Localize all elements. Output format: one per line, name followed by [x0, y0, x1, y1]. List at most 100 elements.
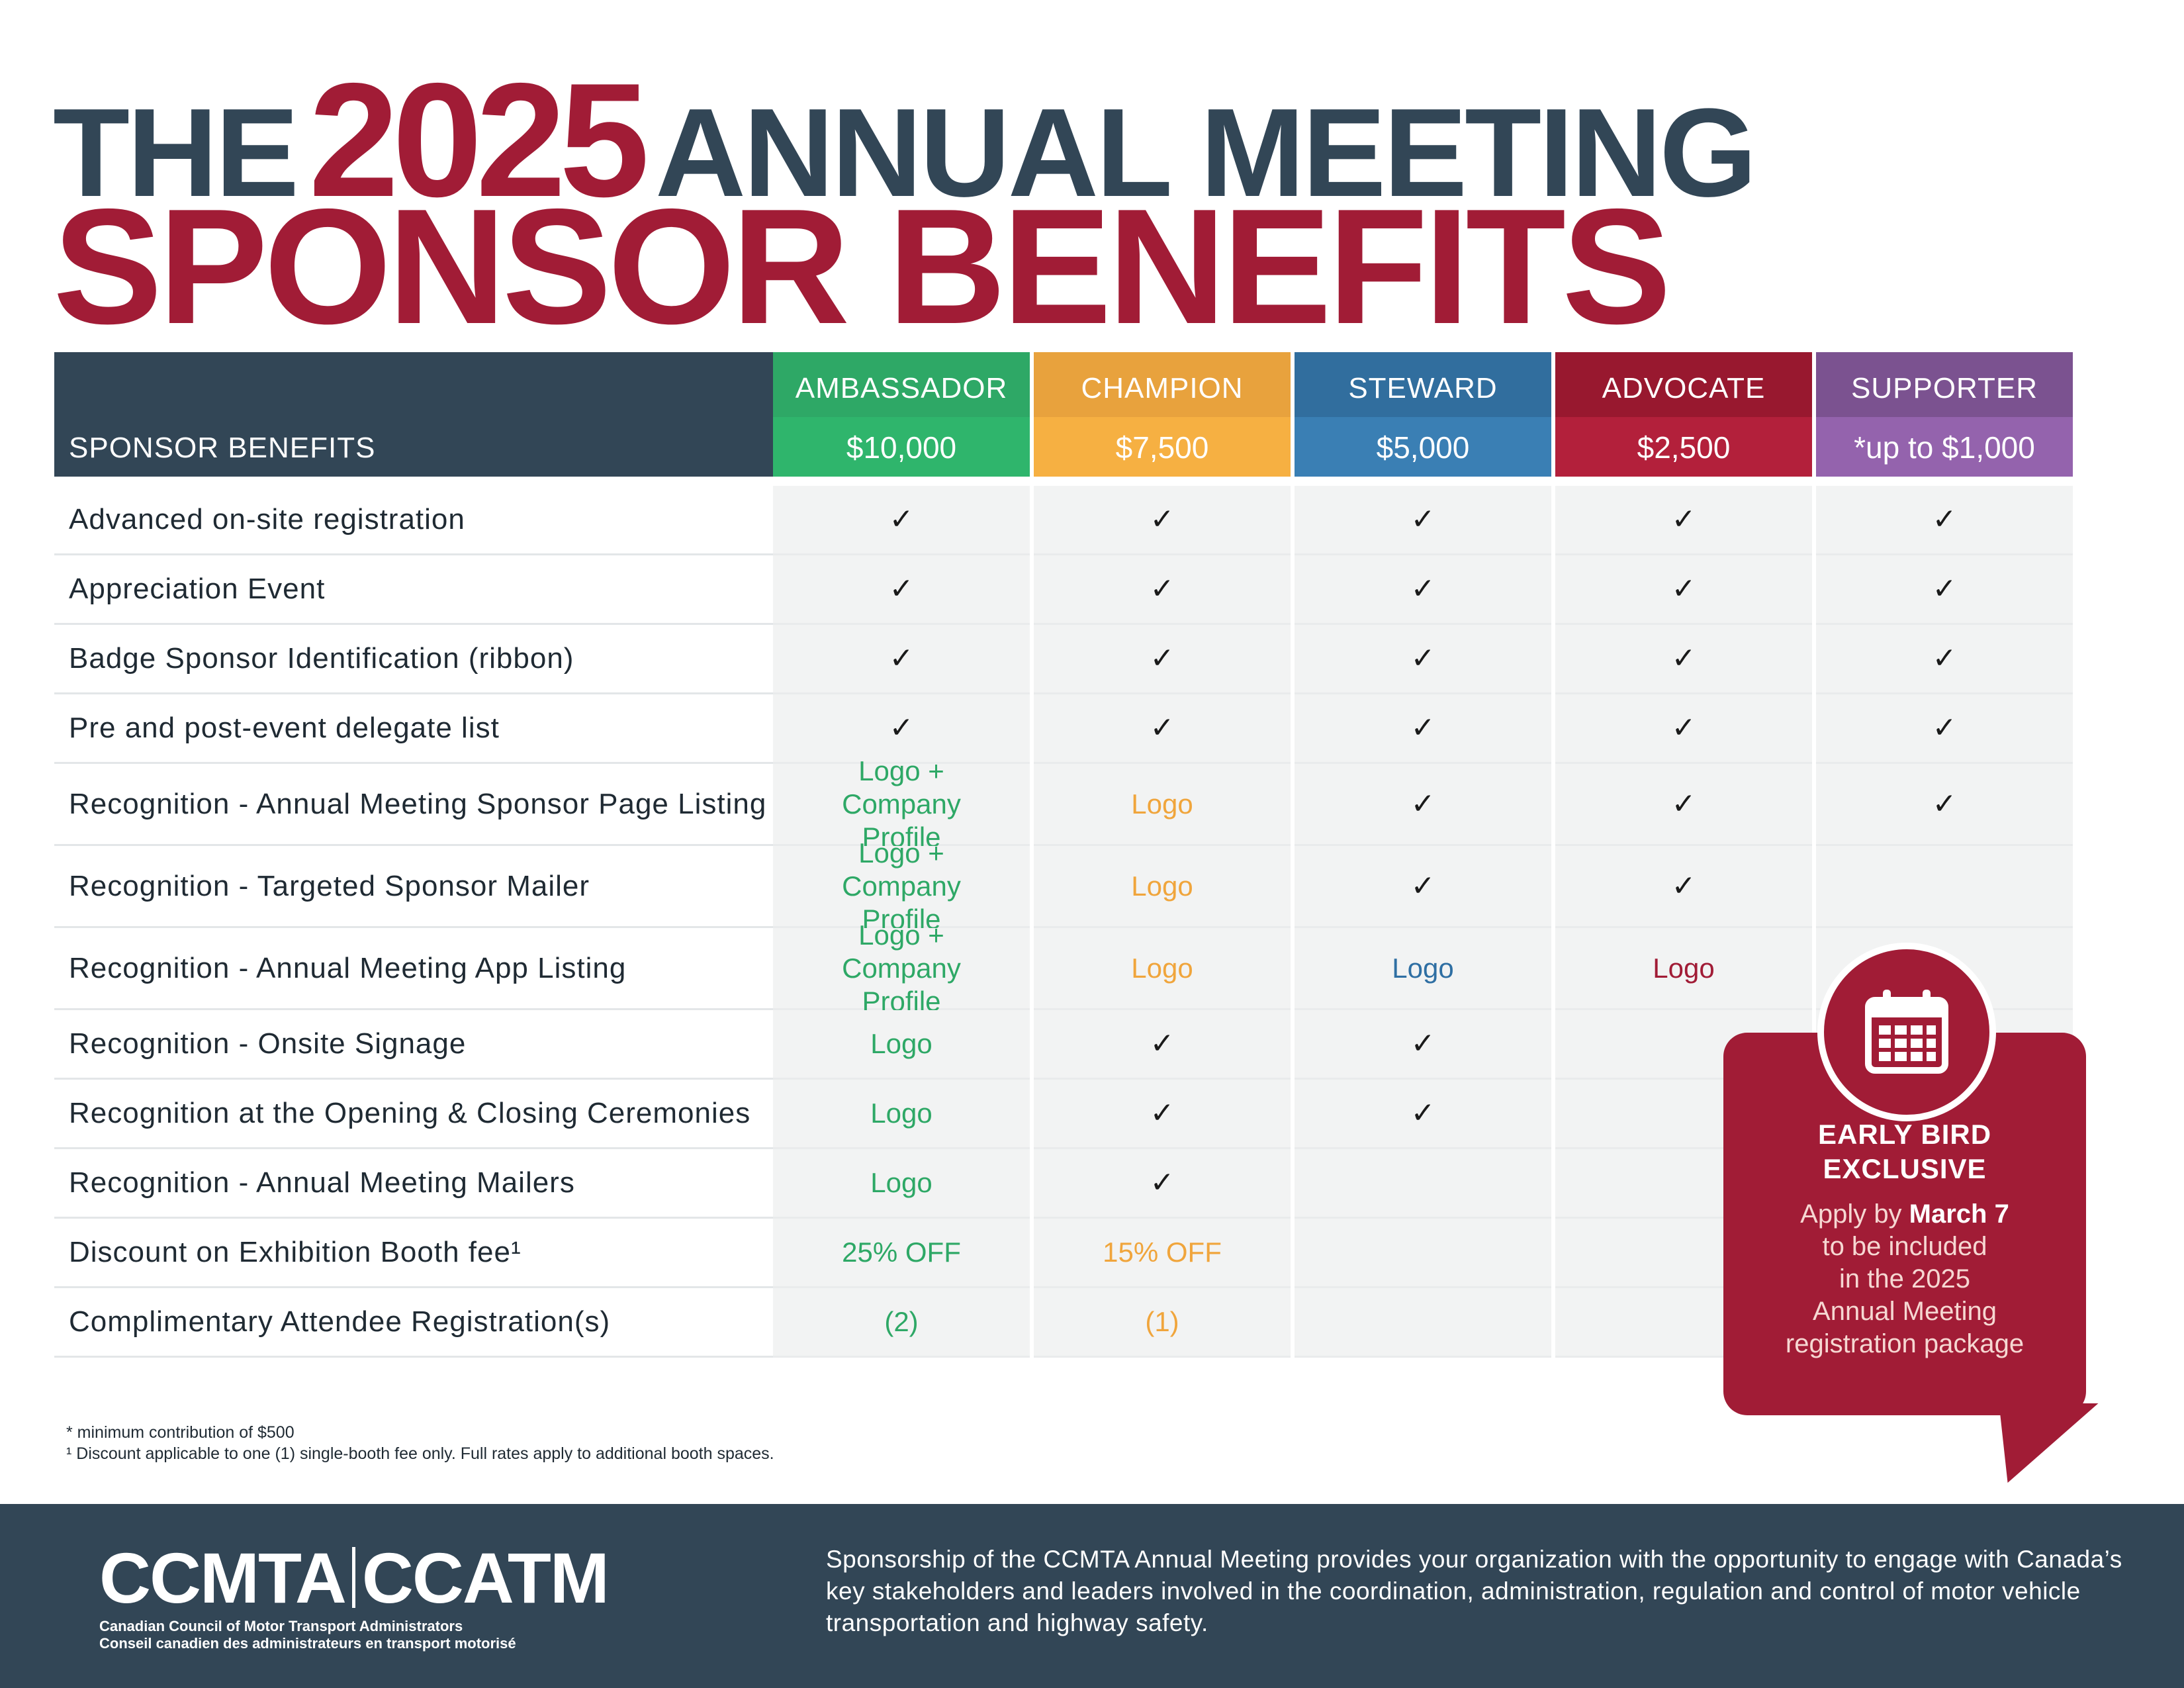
table-header-label: SPONSOR BENEFITS: [69, 432, 376, 464]
benefit-label: Appreciation Event: [54, 555, 822, 625]
tier-price: *up to $1,000: [1816, 417, 2073, 477]
checkmark-icon: ✓: [889, 641, 914, 675]
benefit-cell-champion: ✓: [1034, 1149, 1291, 1219]
benefit-cell-steward: ✓: [1295, 764, 1551, 846]
checkmark-icon: ✓: [1671, 868, 1696, 903]
checkmark-icon: ✓: [1932, 572, 1957, 606]
footnote-discount: ¹ Discount applicable to one (1) single-…: [66, 1444, 774, 1463]
benefit-cell-supporter: ✓: [1816, 625, 2073, 694]
benefit-value: Logo: [870, 1167, 933, 1198]
benefit-label: Recognition at the Opening & Closing Cer…: [54, 1080, 822, 1149]
benefit-cell-supporter: ✓: [1816, 694, 2073, 764]
tier-price: $5,000: [1295, 417, 1551, 477]
checkmark-icon: ✓: [1671, 711, 1696, 745]
benefit-value: Logo: [870, 1028, 933, 1059]
benefit-cell-ambassador: Logo: [773, 1010, 1030, 1080]
table-row: Recognition - Annual Meeting App Listing…: [54, 919, 2127, 1017]
tier-header-advocate: ADVOCATE $2,500: [1555, 352, 1812, 477]
checkmark-icon: ✓: [1150, 641, 1175, 675]
checkmark-icon: ✓: [889, 572, 914, 606]
benefit-cell-champion: Logo: [1034, 764, 1291, 846]
benefit-cell-advocate: ✓: [1555, 846, 1812, 928]
benefit-cell-champion: ✓: [1034, 486, 1291, 555]
benefit-label: Badge Sponsor Identification (ribbon): [54, 625, 822, 694]
checkmark-icon: ✓: [1671, 572, 1696, 606]
early-bird-text: Apply by March 7 to be included in the 2…: [1785, 1199, 2025, 1358]
benefit-value: Logo: [1653, 952, 1715, 984]
benefit-label: Recognition - Annual Meeting Sponsor Pag…: [54, 764, 822, 846]
table-row: Complimentary Attendee Registration(s) (2…: [54, 1288, 2127, 1358]
benefit-cell-advocate: Logo: [1555, 928, 1812, 1010]
benefit-cell-ambassador: Logo + Company Profile: [773, 755, 1030, 853]
tier-header-supporter: SUPPORTER *up to $1,000: [1816, 352, 2073, 477]
checkmark-icon: ✓: [1671, 786, 1696, 821]
benefit-cell-steward: [1295, 1149, 1551, 1219]
benefit-cell-supporter: ✓: [1816, 486, 2073, 555]
benefit-value: Logo + Company Profile: [842, 837, 961, 935]
checkmark-icon: ✓: [1410, 711, 1435, 745]
benefit-cell-champion: ✓: [1034, 694, 1291, 764]
benefit-label: Recognition - Annual Meeting Mailers: [54, 1149, 822, 1219]
tier-price: $2,500: [1555, 417, 1812, 477]
benefit-cell-steward: ✓: [1295, 846, 1551, 928]
calendar-icon: [1817, 943, 1996, 1121]
benefit-cell-advocate: ✓: [1555, 764, 1812, 846]
benefit-label: Pre and post-event delegate list: [54, 694, 822, 764]
checkmark-icon: ✓: [1410, 641, 1435, 675]
checkmark-icon: ✓: [1410, 868, 1435, 903]
tier-name: STEWARD: [1295, 352, 1551, 417]
benefit-cell-ambassador: ✓: [773, 486, 1030, 555]
benefit-cell-ambassador: ✓: [773, 555, 1030, 625]
table-row: Recognition - Annual Meeting Sponsor Pag…: [54, 755, 2127, 853]
checkmark-icon: ✓: [1150, 1166, 1175, 1199]
benefit-cell-champion: ✓: [1034, 1080, 1291, 1149]
checkmark-icon: ✓: [1671, 502, 1696, 536]
benefit-value: (2): [884, 1306, 919, 1337]
tier-header-steward: STEWARD $5,000: [1295, 352, 1551, 477]
benefit-label: Recognition - Targeted Sponsor Mailer: [54, 846, 822, 928]
tier-price: $7,500: [1034, 417, 1291, 477]
benefit-cell-steward: Logo: [1295, 928, 1551, 1010]
benefit-label: Recognition - Annual Meeting App Listing: [54, 928, 822, 1010]
table-header: SPONSOR BENEFITS AMBASSADOR $10,000 CHAMPI…: [54, 352, 2127, 477]
table-row: Recognition - Onsite Signage Logo ✓ ✓: [54, 1010, 2127, 1080]
benefit-cell-ambassador: Logo: [773, 1149, 1030, 1219]
benefit-cell-steward: [1295, 1219, 1551, 1288]
benefit-cell-ambassador: 25% OFF: [773, 1219, 1030, 1288]
benefit-value: Logo: [1131, 788, 1193, 820]
benefit-cell-supporter: [1816, 846, 2073, 928]
tier-header-champion: CHAMPION $7,500: [1034, 352, 1291, 477]
checkmark-icon: ✓: [1150, 1096, 1175, 1130]
benefit-value: Logo: [870, 1098, 933, 1129]
checkmark-icon: ✓: [1150, 502, 1175, 536]
checkmark-icon: ✓: [1150, 711, 1175, 745]
benefit-label: Recognition - Onsite Signage: [54, 1010, 822, 1080]
checkmark-icon: ✓: [1671, 641, 1696, 675]
benefit-cell-steward: [1295, 1288, 1551, 1358]
checkmark-icon: ✓: [1410, 1027, 1435, 1060]
benefit-value: Logo: [1131, 870, 1193, 902]
checkmark-icon: ✓: [1410, 786, 1435, 821]
benefit-cell-steward: ✓: [1295, 555, 1551, 625]
benefit-cell-ambassador: Logo + Company Profile: [773, 919, 1030, 1017]
checkmark-icon: ✓: [1932, 502, 1957, 536]
checkmark-icon: ✓: [1410, 1096, 1435, 1130]
tier-price: $10,000: [773, 417, 1030, 477]
benefit-cell-champion: ✓: [1034, 1010, 1291, 1080]
benefit-cell-steward: ✓: [1295, 625, 1551, 694]
tier-header-ambassador: AMBASSADOR $10,000: [773, 352, 1030, 477]
title-the: THE: [53, 83, 299, 223]
checkmark-icon: ✓: [889, 502, 914, 536]
benefit-cell-steward: ✓: [1295, 694, 1551, 764]
benefit-label: Advanced on-site registration: [54, 486, 822, 555]
tier-name: AMBASSADOR: [773, 352, 1030, 417]
benefit-cell-supporter: ✓: [1816, 764, 2073, 846]
benefit-cell-champion: Logo: [1034, 846, 1291, 928]
benefit-cell-champion: 15% OFF: [1034, 1219, 1291, 1288]
benefit-cell-champion: (1): [1034, 1288, 1291, 1358]
checkmark-icon: ✓: [1150, 572, 1175, 606]
benefit-cell-ambassador: ✓: [773, 625, 1030, 694]
tier-name: CHAMPION: [1034, 352, 1291, 417]
benefit-cell-advocate: ✓: [1555, 625, 1812, 694]
benefit-cell-advocate: ✓: [1555, 694, 1812, 764]
